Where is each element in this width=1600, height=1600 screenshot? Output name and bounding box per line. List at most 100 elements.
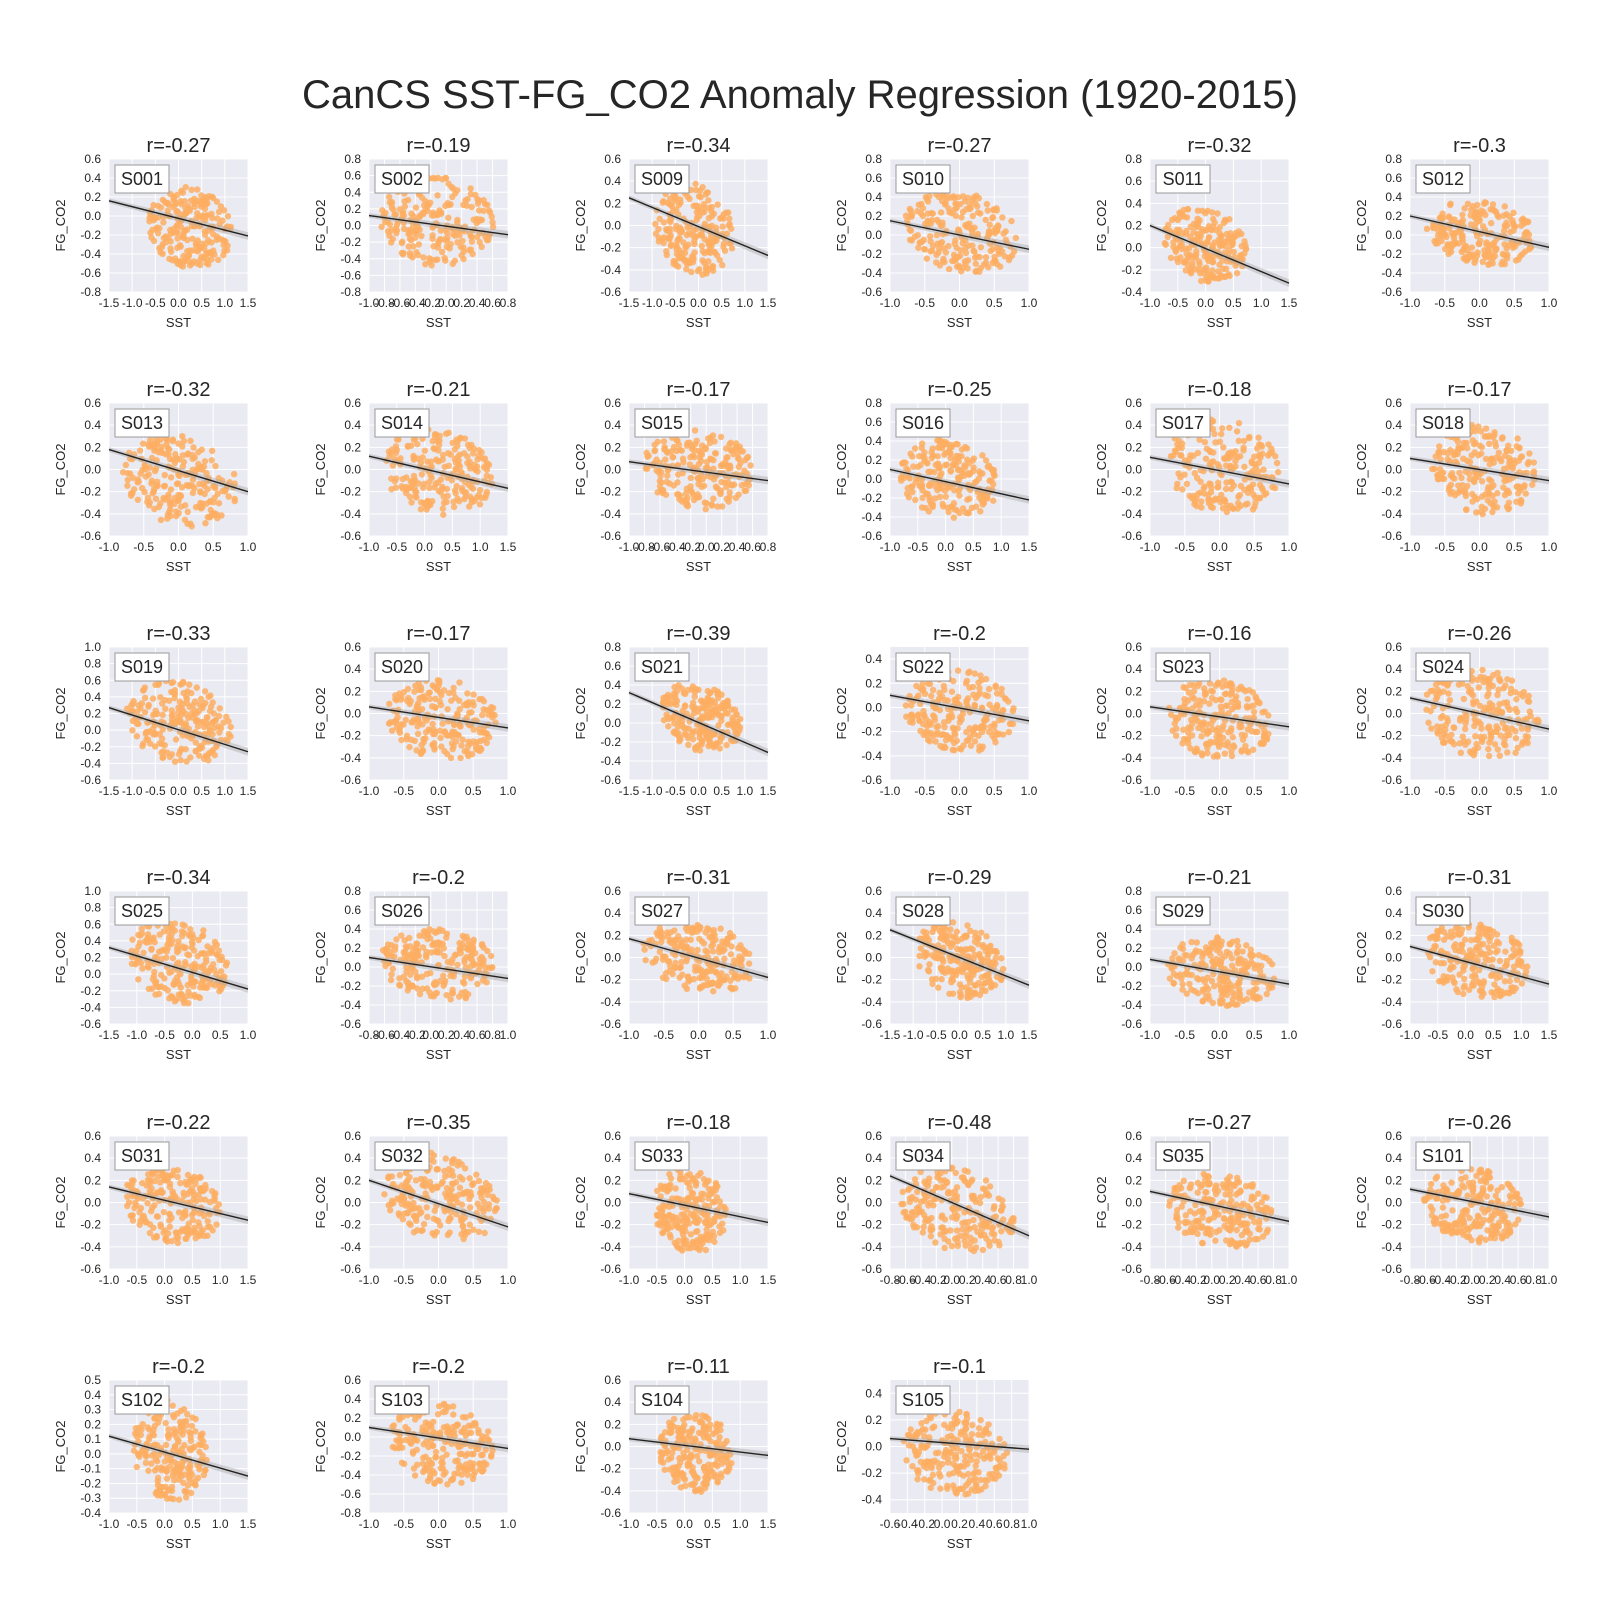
- scatter-point: [990, 497, 997, 504]
- scatter-point: [1489, 702, 1496, 709]
- scatter-point: [683, 485, 691, 492]
- y-tick-label: -0.6: [340, 529, 361, 543]
- x-tick-label: -1.0: [619, 540, 640, 554]
- scatter-point: [981, 717, 988, 725]
- scatter-point: [1197, 277, 1205, 285]
- x-tick-label: 1.5: [760, 296, 777, 310]
- scatter-point: [466, 458, 473, 466]
- scatter-point: [956, 252, 964, 259]
- scatter-point: [1005, 256, 1013, 264]
- scatter-point: [483, 488, 491, 496]
- scatter-point: [919, 687, 926, 694]
- scatter-point: [691, 427, 699, 434]
- scatter-point: [656, 215, 663, 223]
- scatter-point: [953, 452, 960, 460]
- scatter-point: [1220, 444, 1227, 451]
- y-tick-label: -0.6: [600, 773, 621, 787]
- scatter-point: [477, 744, 484, 752]
- scatter-point: [466, 444, 473, 452]
- scatter-point: [204, 227, 212, 234]
- scatter-point: [1491, 431, 1498, 439]
- scatter-point: [457, 723, 464, 730]
- x-tick-label: -0.5: [393, 784, 414, 798]
- scatter-point: [460, 255, 467, 263]
- y-axis-label: FG_CO2: [834, 443, 849, 495]
- scatter-point: [695, 460, 703, 468]
- y-tick-label: 0.6: [1385, 640, 1402, 654]
- scatter-point: [1507, 689, 1514, 697]
- scatter-point: [961, 258, 969, 265]
- scatter-point: [1191, 500, 1198, 508]
- scatter-point: [1486, 739, 1493, 746]
- scatter-point: [1434, 723, 1441, 730]
- scatter-point: [983, 490, 990, 497]
- scatter-point: [157, 694, 164, 701]
- scatter-point: [1226, 682, 1233, 689]
- scatter-point: [139, 742, 146, 750]
- scatter-point: [455, 732, 462, 739]
- subplot-s025: -1.5 -1.0 -0.5 0.0 0.5 1.0-0.6-0.4-0.20.00.20…: [53, 867, 257, 1062]
- scatter-point: [1197, 489, 1204, 496]
- scatter-point: [906, 236, 914, 244]
- scatter-point: [1192, 701, 1200, 709]
- scatter-point: [159, 711, 166, 719]
- subplot-s002: -1.0-0.8-0.6-0.4-0.20.00.20.40.60.8-0.8-…: [313, 135, 517, 330]
- scatter-point: [931, 468, 938, 476]
- scatter-point: [192, 747, 199, 755]
- scatter-point: [1471, 449, 1478, 456]
- scatter-point: [477, 216, 484, 223]
- y-tick-label: 0.4: [344, 185, 361, 199]
- scatter-point: [686, 223, 694, 230]
- y-tick-label: 1.0: [84, 640, 101, 654]
- scatter-point: [208, 210, 215, 218]
- x-tick-label: 0.0: [170, 784, 187, 798]
- scatter-point: [456, 705, 463, 713]
- y-tick-label: 0.6: [84, 396, 101, 410]
- site-label-box: [114, 408, 170, 438]
- scatter-point: [159, 240, 167, 248]
- x-tick-label: -0.2: [420, 296, 441, 310]
- scatter-point: [463, 202, 471, 209]
- scatter-point: [1457, 749, 1465, 757]
- scatter-point: [660, 438, 668, 445]
- scatter-point: [397, 455, 404, 462]
- scatter-point: [913, 682, 920, 690]
- scatter-point: [1504, 749, 1511, 756]
- scatter-point: [660, 219, 668, 226]
- scatter-point: [1436, 443, 1443, 450]
- scatter-point: [715, 722, 722, 729]
- y-tick-label: -0.2: [1381, 729, 1402, 743]
- scatter-point: [445, 214, 452, 221]
- y-axis-label: FG_CO2: [313, 443, 328, 495]
- y-tick-label: 0.4: [604, 174, 621, 188]
- x-axis-label: SST: [1467, 315, 1492, 330]
- site-label-box: [374, 652, 430, 682]
- scatter-point: [1177, 451, 1184, 459]
- scatter-point: [704, 687, 711, 695]
- scatter-point: [170, 456, 177, 463]
- scatter-point: [1220, 219, 1228, 227]
- scatter-point: [119, 468, 127, 476]
- scatter-point: [1492, 443, 1500, 450]
- scatter-point: [1474, 201, 1481, 209]
- scatter-point: [1522, 490, 1530, 497]
- scatter-point: [407, 442, 415, 449]
- scatter-point: [406, 743, 413, 751]
- scatter-point: [443, 229, 451, 237]
- scatter-point: [1234, 454, 1241, 461]
- scatter-points: [1429, 421, 1538, 518]
- scatter-point: [1482, 433, 1489, 440]
- scatter-point: [439, 720, 446, 727]
- scatter-point: [225, 493, 232, 500]
- scatter-point: [936, 464, 943, 471]
- scatter-point: [1471, 468, 1479, 476]
- scatter-point: [966, 200, 973, 208]
- scatter-point: [1506, 706, 1513, 713]
- scatter-point: [1226, 424, 1233, 431]
- scatter-point: [691, 688, 699, 696]
- scatter-point: [155, 983, 163, 991]
- scatter-point: [714, 503, 721, 510]
- x-axis-label: SST: [686, 559, 711, 574]
- scatter-point: [1182, 267, 1189, 274]
- x-tick-label: -0.5: [1167, 296, 1188, 310]
